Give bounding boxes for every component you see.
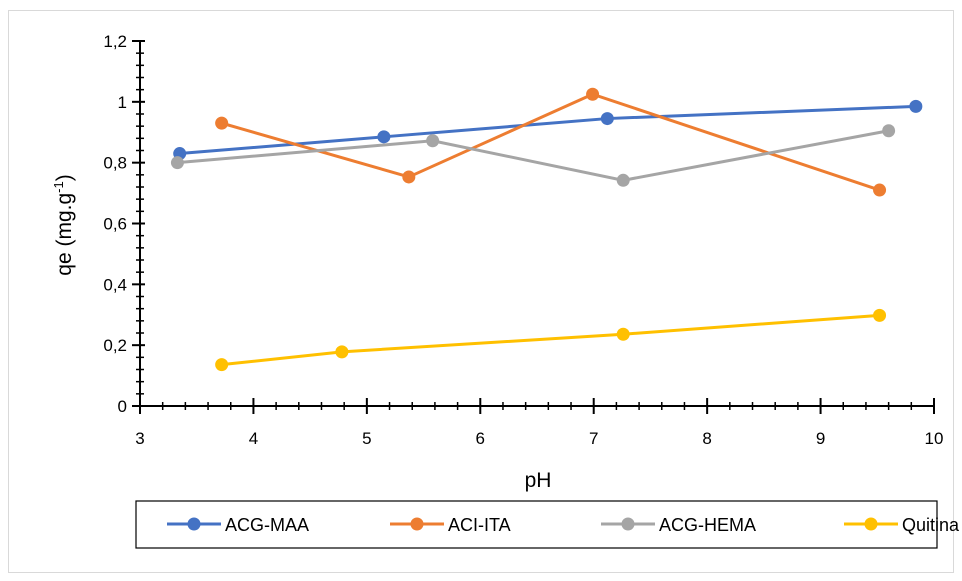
data-point-acg-maa [600,112,614,126]
y-axis-title: qe (mg.g-1) [51,174,76,275]
data-point-quitina [215,358,229,372]
legend-label-acg-maa: ACG-MAA [225,515,309,535]
series-line-acg-maa [179,104,916,156]
legend-label-acg-hema: ACG-HEMA [659,515,756,535]
series-line-quitina [221,313,880,367]
x-tick-label: 4 [249,429,258,448]
x-tick-label: 8 [702,429,711,448]
legend-box [135,500,938,549]
plot-area: 0 0,2 0,4 0,6 0,8 1 1,2 3 4 5 6 7 8 9 10 [103,32,943,448]
data-point-acg-maa [909,99,923,113]
x-tick-label: 3 [135,429,144,448]
data-point-acg-hema [170,156,184,170]
legend: ACG-MAA ACI-ITA ACG-HEMA Quitina [135,500,960,549]
x-tick-label: 6 [476,429,485,448]
y-tick-label: 0,8 [103,154,127,173]
y-tick-label: 1 [118,93,127,112]
x-tick-label: 9 [816,429,825,448]
legend-marker-acg-maa [187,517,201,531]
data-point-quitina [616,327,630,341]
data-point-acg-hema [426,134,440,148]
data-point-quitina [335,345,349,359]
y-tick-label: 0,2 [103,336,127,355]
y-tick-label: 0,4 [103,275,127,294]
data-point-aci-ita [873,183,887,197]
data-point-aci-ita [215,116,229,130]
legend-label-aci-ita: ACI-ITA [448,515,511,535]
y-tick-label: 0 [118,397,127,416]
y-axis-title-main: qe (mg.g [53,193,76,276]
y-tick-label: 1,2 [103,32,127,51]
x-tick-label: 5 [362,429,371,448]
x-tick-label: 7 [589,429,598,448]
data-point-acg-maa [377,130,391,144]
series-line-acg-hema [177,129,889,182]
legend-marker-aci-ita [410,517,424,531]
data-point-aci-ita [402,170,416,184]
x-tick-label: 10 [925,429,944,448]
y-axis-title-close: ) [53,174,76,181]
data-point-acg-hema [616,173,630,187]
data-point-acg-hema [882,124,896,138]
x-axis-title: pH [525,469,552,492]
chart-frame [8,10,954,573]
legend-marker-quitina [864,517,878,531]
data-point-quitina [873,308,887,322]
legend-marker-acg-hema [621,517,635,531]
legend-label-quitina: Quitina [902,515,960,535]
data-point-aci-ita [586,87,600,101]
y-axis-title-superscript: -1 [51,181,66,193]
y-tick-label: 0,6 [103,215,127,234]
